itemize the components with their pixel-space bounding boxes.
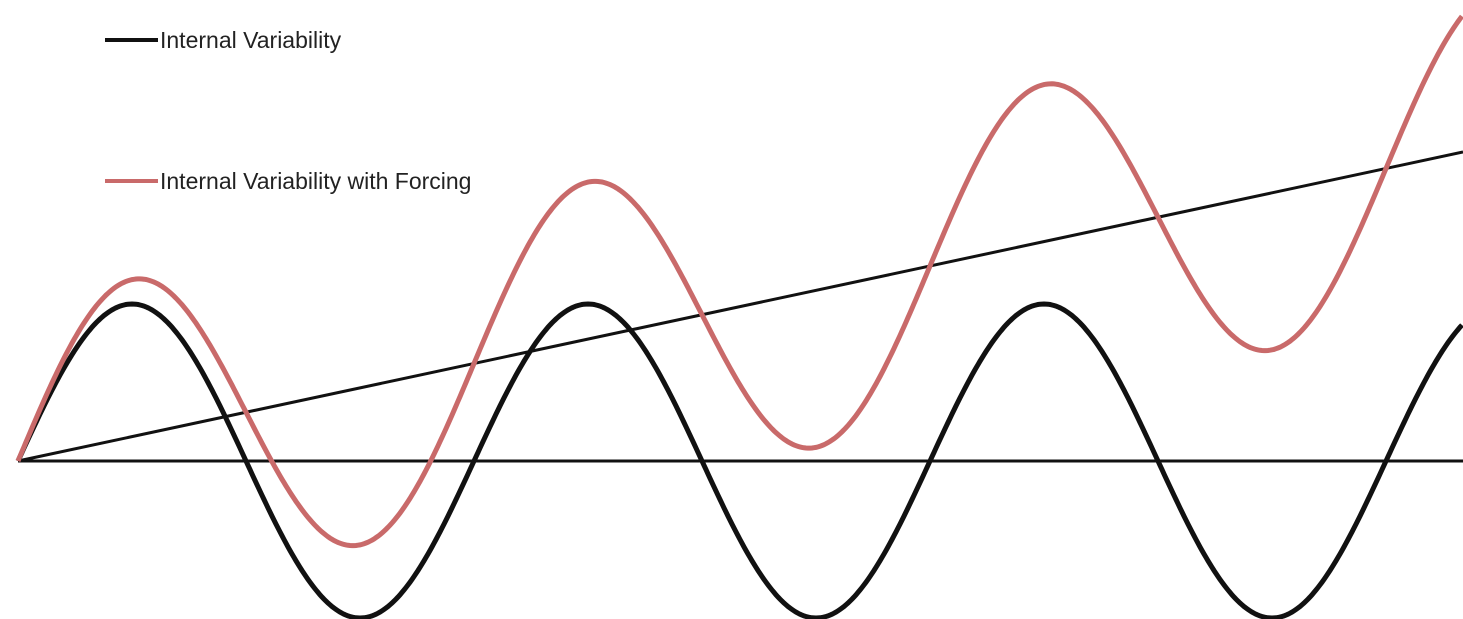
legend-label: Internal Variability [160,27,342,53]
internal-variability-curve [15,301,1463,619]
forcing-trend [17,150,1463,463]
legend-label: Internal Variability with Forcing [160,168,471,194]
forced-curve [15,14,1463,549]
